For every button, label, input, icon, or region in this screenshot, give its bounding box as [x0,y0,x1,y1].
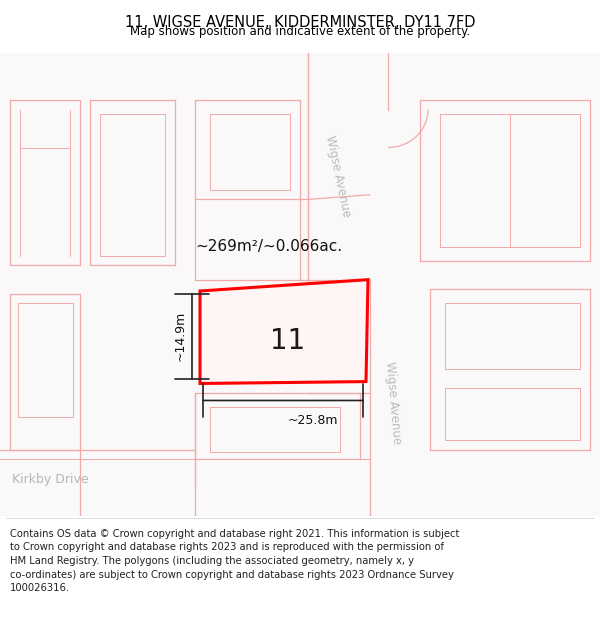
Text: ~14.9m: ~14.9m [174,311,187,361]
Bar [18,303,73,416]
Text: 11, WIGSE AVENUE, KIDDERMINSTER, DY11 7FD: 11, WIGSE AVENUE, KIDDERMINSTER, DY11 7F… [125,15,475,30]
Text: 11: 11 [271,327,305,355]
Text: ~269m²/~0.066ac.: ~269m²/~0.066ac. [195,239,342,254]
Bar [210,407,340,452]
Bar [440,114,510,247]
Text: ~25.8m: ~25.8m [288,414,338,427]
Bar [445,303,580,369]
Bar [100,114,165,256]
Bar [20,110,70,256]
Polygon shape [370,279,420,516]
Polygon shape [0,459,600,516]
Bar [515,114,580,247]
Text: Map shows position and indicative extent of the property.: Map shows position and indicative extent… [130,25,470,38]
Text: Contains OS data © Crown copyright and database right 2021. This information is : Contains OS data © Crown copyright and d… [10,529,460,593]
Text: Wigse Avenue: Wigse Avenue [383,361,403,444]
Text: Kirkby Drive: Kirkby Drive [11,473,88,486]
Text: Wigse Avenue: Wigse Avenue [323,134,353,218]
Bar [445,388,580,440]
Polygon shape [305,53,390,289]
Bar [210,114,290,190]
Polygon shape [200,279,368,384]
